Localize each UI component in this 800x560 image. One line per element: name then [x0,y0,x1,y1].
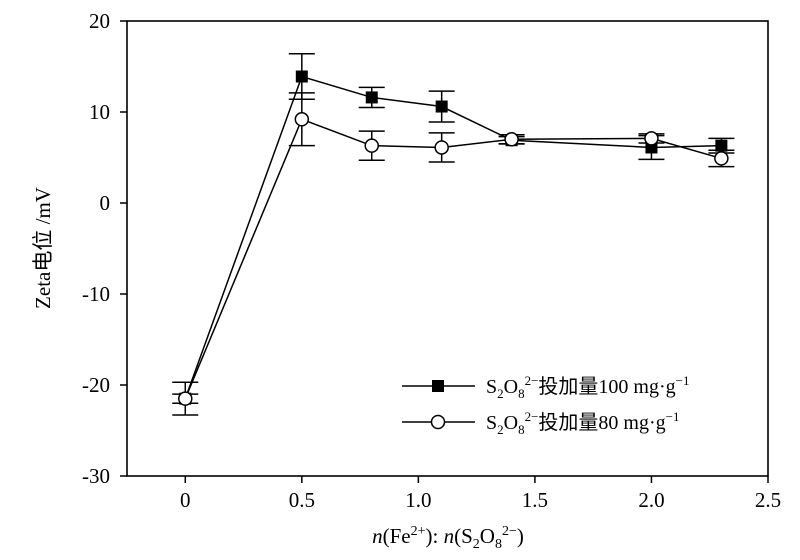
legend-label-80: S2O82−投加量80 mg·g−1 [486,409,679,437]
series-line [184,118,722,399]
y-tick-label: -10 [82,282,110,306]
axis-ticks [120,20,769,483]
y-tick-label: -30 [82,464,110,488]
x-tick-label: 2.5 [755,488,781,512]
legend-entry-80: S2O82−投加量80 mg·g−1 [402,409,679,437]
y-axis-title: Zeta电位 /mV [31,187,55,309]
x-tick-label: 2.0 [638,488,664,512]
legend: S2O82−投加量100 mg·g−1 S2O82−投加量80 mg·g−1 [402,373,689,437]
y-tick-label: -20 [82,373,110,397]
legend-marker-open-circle [430,414,446,430]
data-point-circle [714,151,729,166]
series-layer [172,53,735,416]
axis-tick-labels: 0 0.5 1.0 1.5 2.0 2.5 20 10 0 -10 -20 -30 [82,9,781,512]
series-80 [172,92,735,406]
legend-marker-filled-square [432,380,444,392]
data-point-circle [644,131,659,146]
plot-frame [126,20,769,477]
data-point-circle [294,112,310,127]
y-tick-label: 10 [89,100,110,124]
x-tick-label: 1.5 [522,488,548,512]
x-axis-title: n(Fe2+): n(S2O82−) [372,524,524,552]
x-tick-label: 0 [180,488,191,512]
series-line [184,75,722,399]
series-100 [172,53,735,416]
data-point-square [715,139,728,152]
legend-label-100: S2O82−投加量100 mg·g−1 [486,373,689,401]
x-tick-label: 0.5 [289,488,315,512]
data-point-square [365,91,378,104]
y-tick-label: 0 [100,191,111,215]
x-tick-label: 1.0 [405,488,431,512]
data-point-circle [178,391,193,406]
legend-entry-100: S2O82−投加量100 mg·g−1 [402,373,689,401]
data-point-circle [434,140,449,155]
data-point-circle [504,132,519,147]
data-point-circle [364,138,379,153]
data-point-square [435,100,448,113]
y-tick-label: 20 [89,9,110,33]
data-point-square [295,70,308,83]
